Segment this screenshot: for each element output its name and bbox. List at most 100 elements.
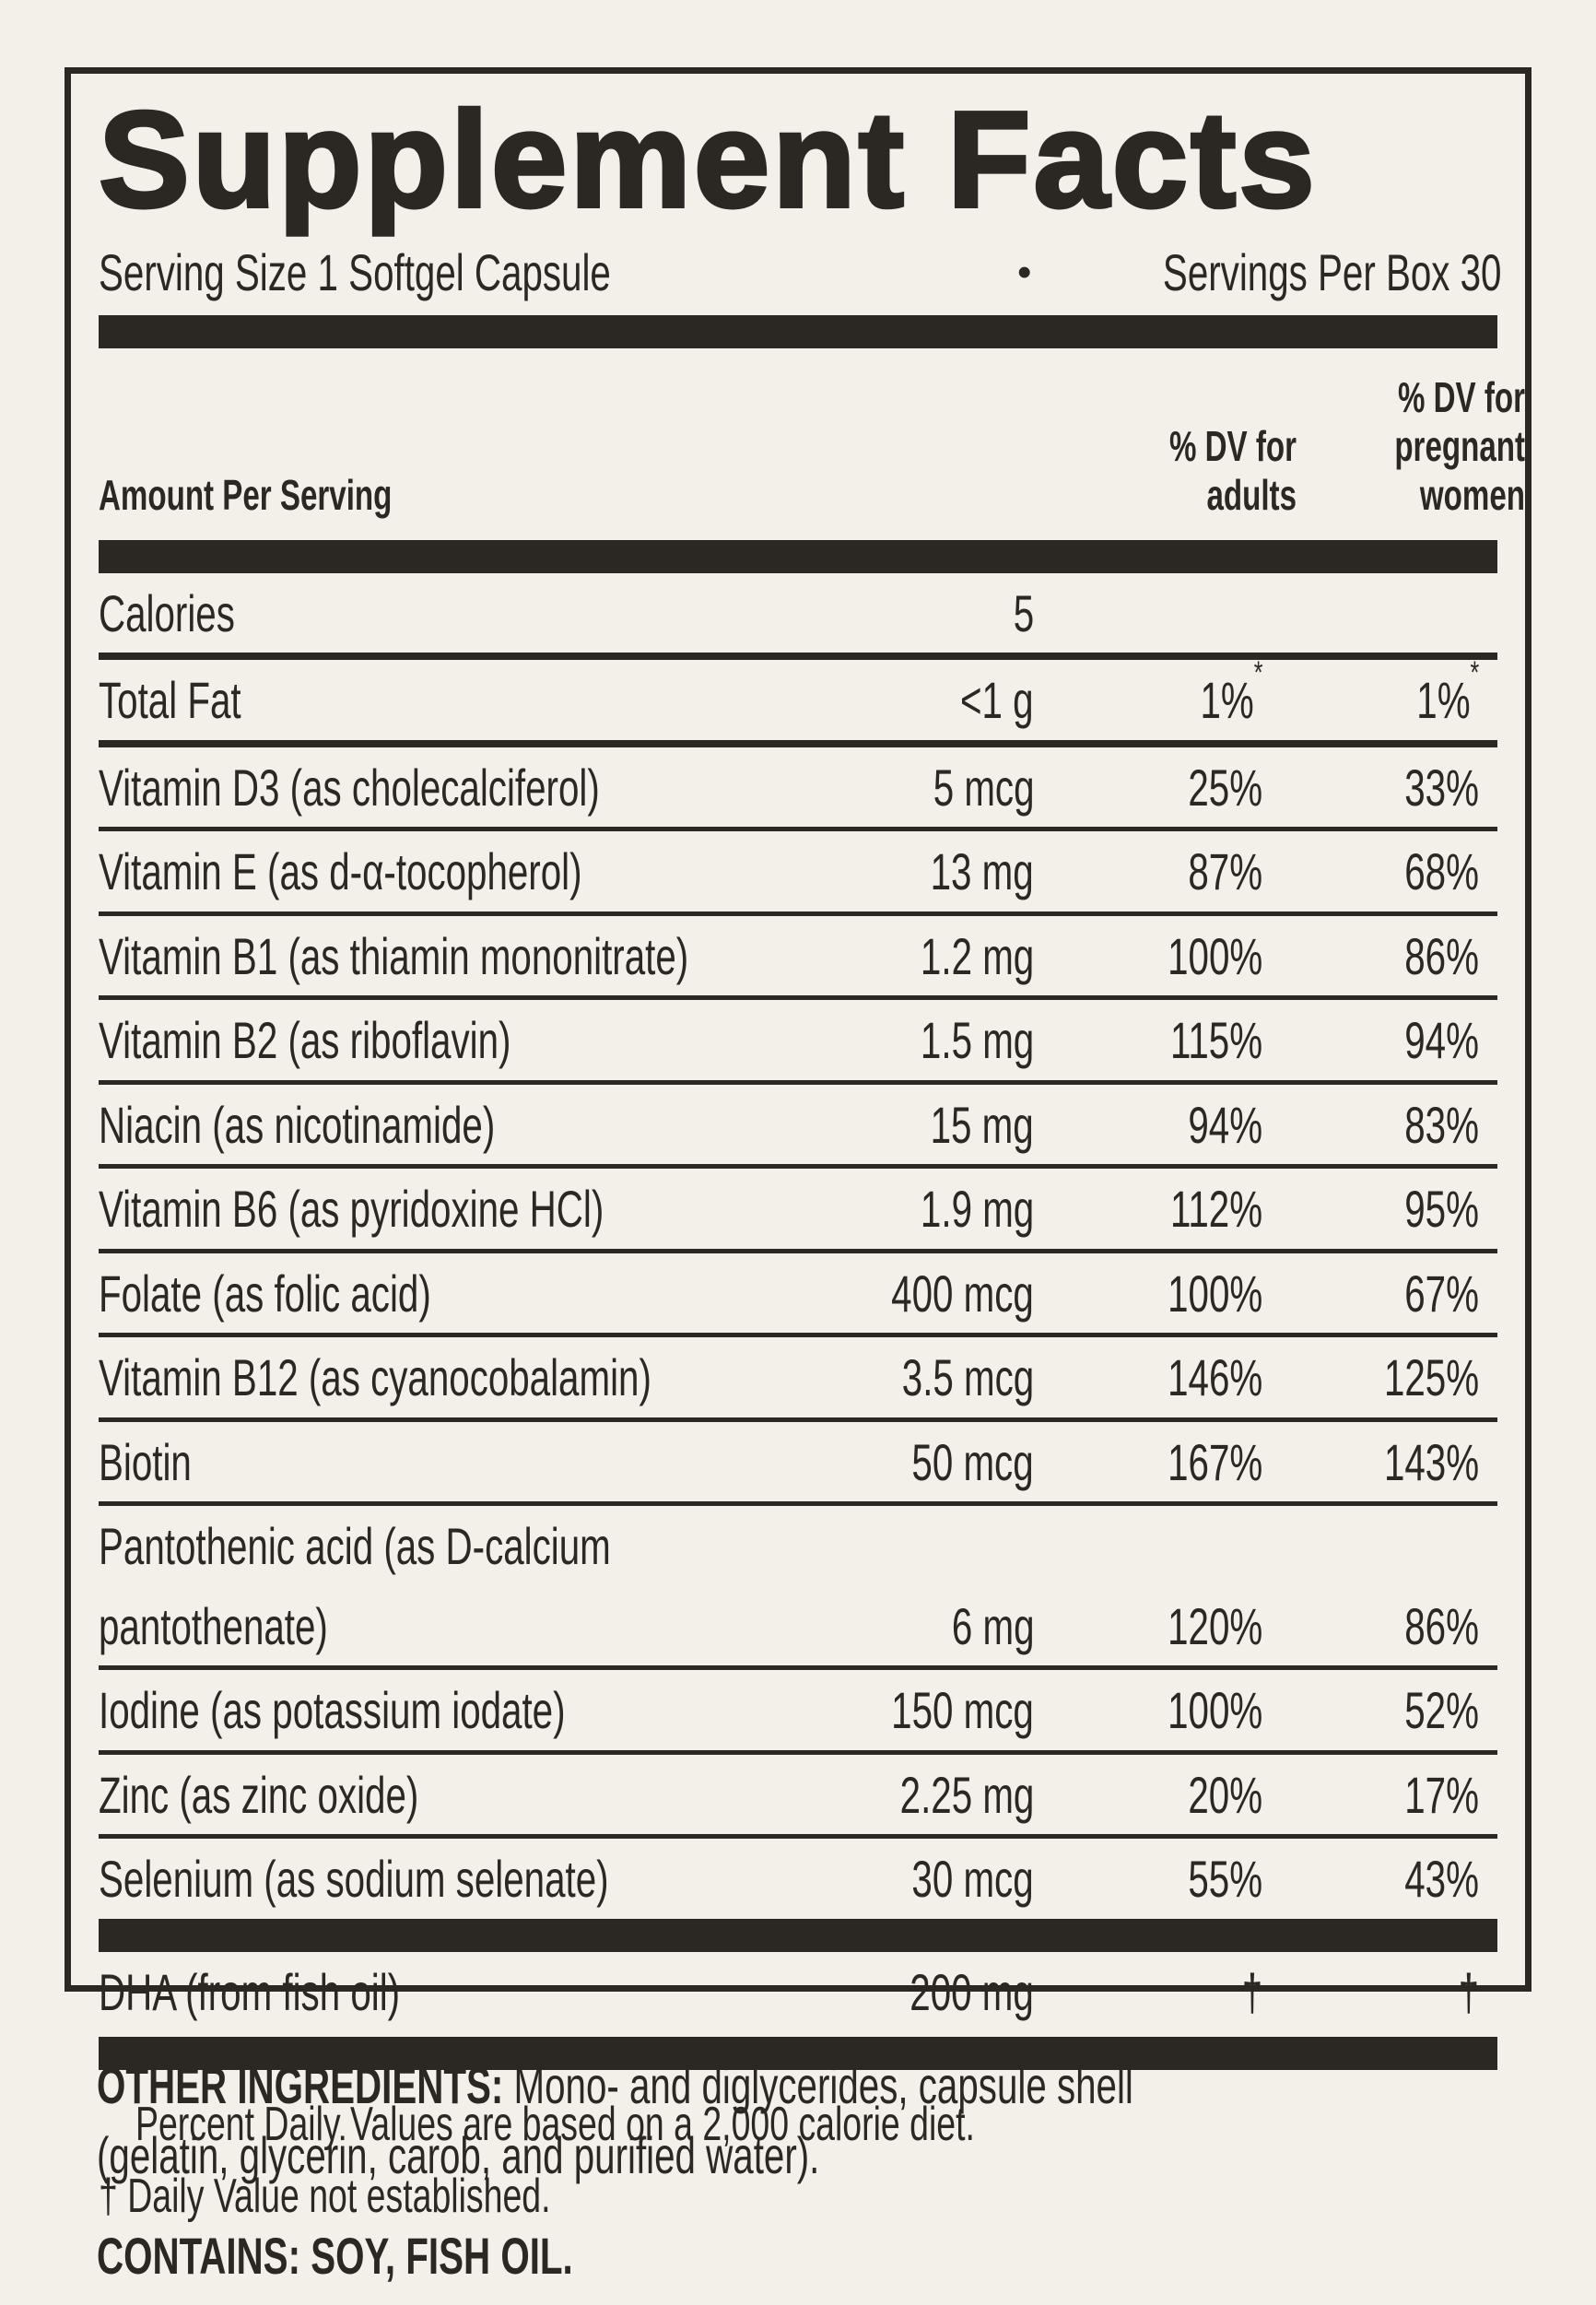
nutrient-name: Calories: [99, 584, 235, 642]
dv-pregnant-value: 68%: [1404, 842, 1479, 901]
nutrient-amount: 13 mg: [930, 842, 1034, 901]
dv-pregnant-value: 86%: [1404, 926, 1479, 985]
table-row-vitamin-b1: Vitamin B1 (as thiamin mononitrate) 1.2 …: [99, 916, 1497, 1001]
dv-pregnant-value: 33%: [1404, 758, 1479, 817]
dv-adults-value: 55%: [1188, 1850, 1262, 1909]
table-row-dha: DHA (from fish oil) 200 mg † †: [99, 1952, 1497, 2037]
dv-adults-value dagger-icon: †: [1241, 1962, 1262, 2021]
table-row-zinc: Zinc (as zinc oxide) 2.25 mg 20% 17%: [99, 1755, 1497, 1840]
nutrient-name: Vitamin B12 (as cyanocobalamin): [99, 1348, 651, 1407]
dv-adults-value: 100%: [1167, 1681, 1262, 1740]
nutrient-amount: 50 mcg: [911, 1432, 1034, 1491]
nutrient-amount: 6 mg: [951, 1596, 1034, 1655]
table-row-folate: Folate (as folic acid) 400 mcg 100% 67%: [99, 1253, 1497, 1338]
dv-pregnant-value: 94%: [1404, 1011, 1479, 1070]
nutrient-amount: 200 mg: [909, 1962, 1034, 2021]
nutrient-name: Vitamin D3 (as cholecalciferol): [99, 758, 600, 817]
dv-adults-value: 1%*: [1199, 654, 1262, 730]
panel-title: Supplement Facts: [97, 84, 1318, 236]
dv-adults-value: 25%: [1188, 758, 1262, 817]
table-row-biotin: Biotin 50 mcg 167% 143%: [99, 1422, 1497, 1507]
dv-adults-value: 100%: [1167, 1264, 1262, 1323]
dv-pregnant-value: 95%: [1404, 1180, 1479, 1239]
nutrient-name: Zinc (as zinc oxide): [99, 1765, 419, 1824]
dv-adults-value: 120%: [1167, 1596, 1262, 1655]
nutrient-amount: 5 mcg: [933, 758, 1034, 817]
nutrient-amount: 5: [1013, 584, 1034, 642]
dv-pregnant-value dagger-icon: †: [1458, 1962, 1479, 2021]
serving-info-line: Serving Size 1 Softgel Capsule • Serving…: [99, 243, 1502, 302]
nutrient-amount: 1.5 mg: [920, 1011, 1034, 1070]
table-row-vitamin-b12: Vitamin B12 (as cyanocobalamin) 3.5 mcg …: [99, 1337, 1497, 1422]
column-header-row: Amount Per Serving % DV for adults % DV …: [99, 348, 1525, 540]
below-panel-text: OTHER INGREDIENTS: Mono- and diglyceride…: [97, 2051, 1461, 2291]
dv-adults-value: 100%: [1167, 926, 1262, 985]
footnote-daily-values: Percent Daily Values are based on a 2,00…: [135, 2097, 975, 2151]
dv-pregnant-value: 83%: [1404, 1095, 1479, 1154]
nutrient-amount: <1 g: [960, 671, 1034, 730]
other-ingredients-label: OTHER INGREDIENTS:: [97, 2056, 504, 2114]
asterisk-note: *: [1470, 654, 1479, 690]
dv-pregnant-value: 17%: [1404, 1765, 1479, 1824]
dv-pregnant-value: 1%*: [1415, 654, 1479, 730]
other-ingredients-line2: (gelatin, glycerin, carob, and purified …: [97, 2125, 820, 2184]
nutrient-name: Vitamin E (as d-α-tocopherol): [99, 842, 582, 901]
asterisk-note: *: [1253, 654, 1262, 690]
table-row-vitamin-b6: Vitamin B6 (as pyridoxine HCl) 1.9 mg 11…: [99, 1169, 1497, 1253]
table-row-pantothenic-acid: Pantothenic acid (as D-calcium pantothen…: [99, 1506, 1497, 1671]
nutrient-name: Total Fat: [99, 671, 241, 730]
supplement-facts-panel: Supplement Facts Serving Size 1 Softgel …: [65, 67, 1531, 2223]
column-header-amount: Amount Per Serving: [99, 471, 393, 520]
divider-bar-thick: [99, 540, 1497, 573]
dv-pregnant-value: 86%: [1404, 1596, 1479, 1655]
nutrient-amount: 1.2 mg: [920, 926, 1034, 985]
footnotes: Percent Daily Values are based on a 2,00…: [99, 2088, 1497, 2232]
nutrient-name: Vitamin B6 (as pyridoxine HCl): [99, 1180, 604, 1239]
nutrient-name: Iodine (as potassium iodate): [99, 1681, 566, 1740]
dv-pregnant-value: 125%: [1383, 1348, 1479, 1407]
nutrient-amount: 150 mcg: [891, 1681, 1034, 1740]
nutrient-name: Pantothenic acid (as D-calcium: [99, 1517, 611, 1576]
nutrient-amount: 2.25 mg: [899, 1765, 1034, 1824]
nutrient-amount: 15 mg: [930, 1095, 1034, 1154]
nutrient-name: Folate (as folic acid): [99, 1264, 431, 1323]
column-header-dv-pregnant: % DV for pregnant women: [1394, 373, 1525, 520]
dv-adults-value: 87%: [1188, 842, 1262, 901]
other-ingredients-line1: OTHER INGREDIENTS: Mono- and diglyceride…: [97, 2056, 1133, 2114]
nutrient-amount: 3.5 mcg: [901, 1348, 1034, 1407]
nutrient-name: DHA (from fish oil): [99, 1962, 401, 2021]
table-row-calories: Calories 5: [99, 573, 1497, 661]
nutrient-name: Biotin: [99, 1432, 192, 1491]
divider-bar-thick: [99, 1918, 1497, 1952]
nutrient-amount: 1.9 mg: [920, 1180, 1034, 1239]
table-row-vitamin-b2: Vitamin B2 (as riboflavin) 1.5 mg 115% 9…: [99, 1000, 1497, 1085]
serving-size: Serving Size 1 Softgel Capsule: [99, 243, 611, 302]
column-header-dv-adults: % DV for adults: [1168, 422, 1297, 520]
divider-bar-thick: [99, 2036, 1497, 2070]
dv-adults-value: 146%: [1167, 1348, 1262, 1407]
dv-adults-value: 94%: [1188, 1095, 1262, 1154]
contains-statement: CONTAINS: SOY, FISH OIL.: [97, 2227, 573, 2286]
nutrient-amount: 400 mcg: [891, 1264, 1034, 1323]
servings-per-box: Servings Per Box 30: [1163, 243, 1502, 302]
dv-adults-value: 167%: [1167, 1432, 1262, 1491]
footnote-dagger: † Daily Value not established.: [99, 2169, 551, 2223]
dv-adults-value: 20%: [1188, 1765, 1262, 1824]
table-row-vitamin-d3: Vitamin D3 (as cholecalciferol) 5 mcg 25…: [99, 747, 1497, 832]
table-row-selenium: Selenium (as sodium selenate) 30 mcg 55%…: [99, 1839, 1497, 1918]
table-row-total-fat: Total Fat <1 g 1%* 1%*: [99, 654, 1497, 747]
nutrient-amount: 30 mcg: [911, 1850, 1034, 1909]
nutrient-name: Selenium (as sodium selenate): [99, 1850, 609, 1909]
dv-adults-value: 112%: [1169, 1180, 1262, 1239]
bullet-separator-icon: •: [1017, 249, 1032, 295]
divider-bar-thick: [99, 315, 1497, 348]
dv-pregnant-value: 52%: [1404, 1681, 1479, 1740]
dv-pregnant-value: 67%: [1404, 1264, 1479, 1323]
table-row-niacin: Niacin (as nicotinamide) 15 mg 94% 83%: [99, 1085, 1497, 1170]
table-row-vitamin-e: Vitamin E (as d-α-tocopherol) 13 mg 87% …: [99, 831, 1497, 916]
dv-pregnant-value: 43%: [1404, 1850, 1479, 1909]
table-row-iodine: Iodine (as potassium iodate) 150 mcg 100…: [99, 1670, 1497, 1755]
nutrient-name: Vitamin B2 (as riboflavin): [99, 1011, 511, 1070]
nutrient-name-line2: pantothenate): [99, 1596, 328, 1655]
